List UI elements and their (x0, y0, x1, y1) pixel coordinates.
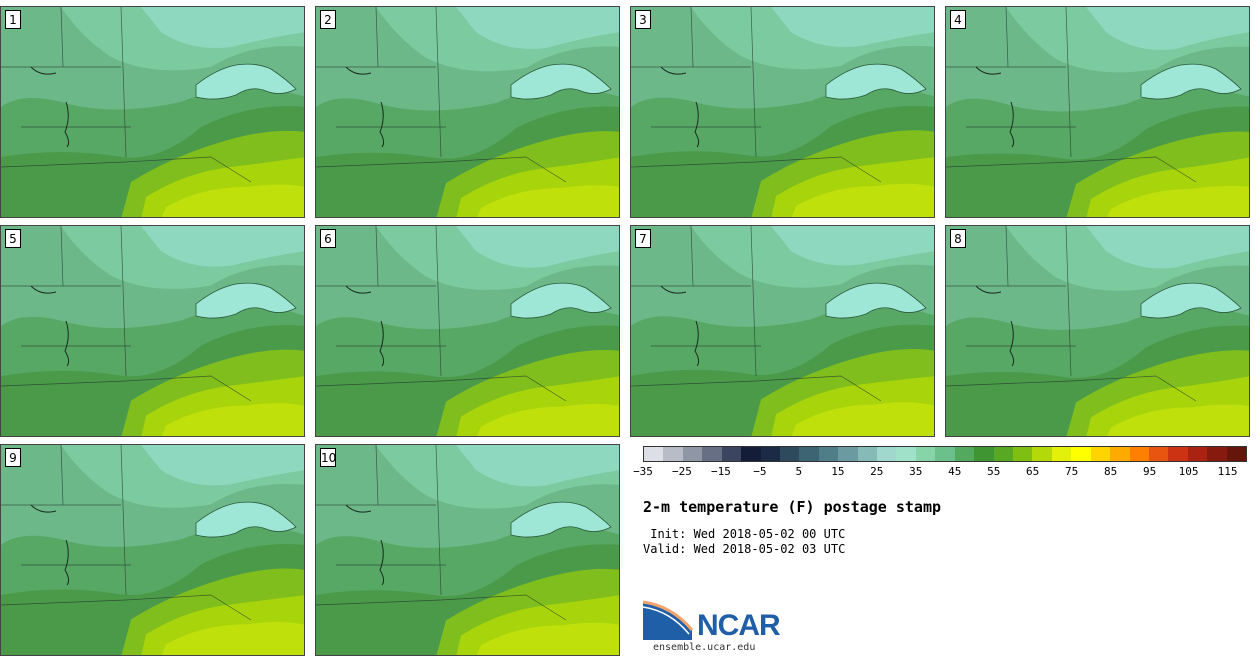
colorbar-tick: 25 (870, 465, 884, 478)
member-number: 3 (635, 10, 651, 29)
member-panel-7[interactable]: 7 (630, 225, 935, 437)
temperature-map (946, 7, 1249, 217)
colorbar-cell (935, 447, 955, 461)
colorbar-cell (1051, 447, 1072, 461)
colorbar-tick: 75 (1065, 465, 1079, 478)
colorbar-tick: 45 (948, 465, 962, 478)
member-number: 5 (5, 229, 21, 248)
colorbar-tick: 85 (1103, 465, 1118, 478)
member-panel-6[interactable]: 6 (315, 225, 620, 437)
colorbar-cell (663, 447, 683, 461)
member-panel-1[interactable]: 1 (0, 6, 305, 218)
colorbar-cell (760, 447, 780, 461)
member-panel-4[interactable]: 4 (945, 6, 1250, 218)
colorbar-tick: 105 (1178, 465, 1199, 478)
colorbar-cell (1148, 447, 1169, 461)
colorbar-cell (896, 447, 916, 461)
member-number: 4 (950, 10, 966, 29)
temperature-map (1, 445, 304, 655)
plot-title: 2-m temperature (F) postage stamp (643, 498, 942, 516)
init-time: Init: Wed 2018-05-02 00 UTC (643, 527, 846, 541)
member-panel-9[interactable]: 9 (0, 444, 305, 656)
colorbar-cell (838, 447, 858, 461)
colorbar-cell (799, 447, 819, 461)
colorbar-tick: 5 (795, 465, 803, 478)
member-number: 7 (635, 229, 651, 248)
colorbar-tick: 115 (1217, 465, 1238, 478)
ncar-logo-icon (642, 600, 694, 640)
colorbar-cell (1226, 447, 1247, 461)
colorbar-cell (682, 447, 703, 461)
colorbar-cell (779, 447, 800, 461)
colorbar-cell (1071, 447, 1091, 461)
temperature-map (946, 226, 1249, 436)
valid-time: Valid: Wed 2018-05-02 03 UTC (643, 542, 846, 556)
colorbar-tick: −5 (753, 465, 767, 478)
colorbar-cell (1168, 447, 1188, 461)
colorbar-tick: 35 (909, 465, 923, 478)
colorbar-cell (915, 447, 936, 461)
temperature-map (631, 226, 934, 436)
colorbar-tick: −25 (672, 465, 692, 478)
colorbar-cell (954, 447, 975, 461)
temperature-map (316, 445, 619, 655)
member-panel-5[interactable]: 5 (0, 225, 305, 437)
ncar-logo-text: NCAR (697, 609, 781, 642)
colorbar-cell (1013, 447, 1033, 461)
colorbar-tick-labels: −35 −25 −15 −5 5 15 25 35 45 55 65 75 85 95 105 115 (633, 465, 1247, 479)
colorbar-cell (644, 447, 664, 461)
temperature-map (1, 226, 304, 436)
temperature-map (1, 7, 304, 217)
colorbar-cell (818, 447, 839, 461)
colorbar-cell (974, 447, 994, 461)
colorbar-cell (1187, 447, 1208, 461)
colorbar-cell (702, 447, 722, 461)
member-number: 6 (320, 229, 336, 248)
colorbar-tick: 95 (1142, 465, 1157, 478)
colorbar-cell (1129, 447, 1149, 461)
temperature-map (316, 7, 619, 217)
member-panel-10[interactable]: 10 (315, 444, 620, 656)
member-number: 1 (5, 10, 21, 29)
member-panel-8[interactable]: 8 (945, 225, 1250, 437)
member-number: 8 (950, 229, 966, 248)
member-number: 10 (320, 448, 336, 467)
colorbar-tick: 15 (831, 465, 845, 478)
colorbar-cell (857, 447, 878, 461)
member-number: 2 (320, 10, 336, 29)
colorbar-tick: −15 (710, 465, 731, 478)
member-panel-2[interactable]: 2 (315, 6, 620, 218)
colorbar-cell (1090, 447, 1111, 461)
member-panel-3[interactable]: 3 (630, 6, 935, 218)
colorbar-cell (877, 447, 897, 461)
temperature-map (316, 226, 619, 436)
colorbar-cell (1110, 447, 1130, 461)
colorbar-cell (1032, 447, 1052, 461)
temperature-colorbar (643, 446, 1247, 462)
colorbar-tick: 65 (1026, 465, 1040, 478)
colorbar-tick: 55 (987, 465, 1001, 478)
logo-url: ensemble.ucar.edu (653, 642, 756, 653)
colorbar-cell (993, 447, 1014, 461)
colorbar-cell (721, 447, 742, 461)
colorbar-cell (1207, 447, 1227, 461)
colorbar-tick: −35 (633, 465, 653, 478)
colorbar-cell (741, 447, 761, 461)
temperature-map (631, 7, 934, 217)
member-number: 9 (5, 448, 21, 467)
